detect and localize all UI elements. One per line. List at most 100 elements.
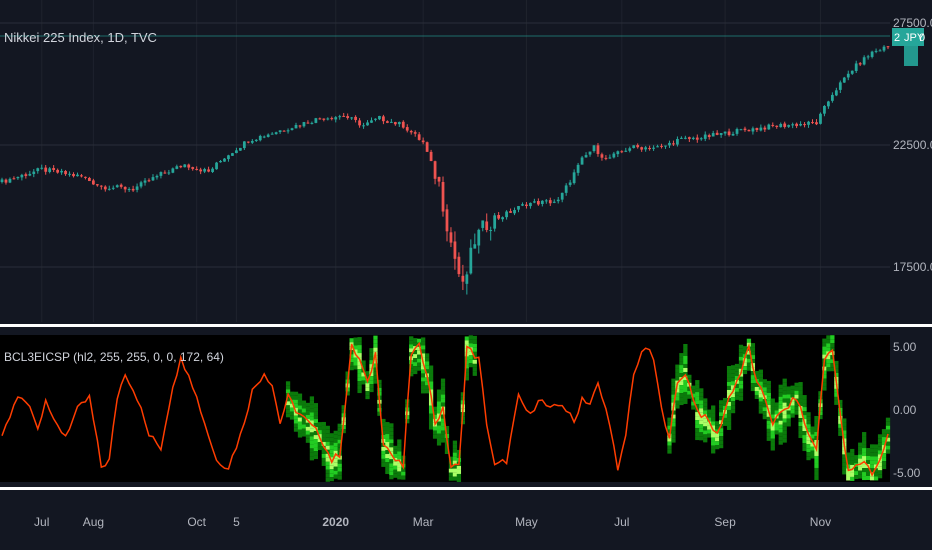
indicator-line[interactable]	[1, 341, 889, 477]
candle-body[interactable]	[338, 116, 342, 118]
candle-body[interactable]	[493, 215, 497, 229]
candle-body[interactable]	[739, 129, 743, 131]
candle-body[interactable]	[262, 136, 266, 138]
pane-separator-top[interactable]	[0, 324, 932, 327]
candle-body[interactable]	[56, 169, 60, 173]
candle-body[interactable]	[827, 101, 830, 107]
candle-body[interactable]	[211, 168, 214, 172]
candle-body[interactable]	[775, 125, 779, 127]
candle-body[interactable]	[815, 122, 818, 125]
candle-body[interactable]	[644, 147, 648, 150]
candle-body[interactable]	[219, 160, 222, 163]
candle-body[interactable]	[513, 210, 516, 214]
candle-body[interactable]	[254, 139, 258, 141]
candle-body[interactable]	[115, 185, 119, 188]
candle-body[interactable]	[763, 127, 767, 130]
candle-body[interactable]	[346, 116, 350, 118]
candle-body[interactable]	[787, 125, 791, 127]
candle-body[interactable]	[298, 125, 302, 127]
candle-body[interactable]	[501, 217, 504, 220]
candle-body[interactable]	[830, 94, 834, 101]
candle-body[interactable]	[862, 57, 866, 65]
candle-body[interactable]	[628, 148, 632, 151]
candle-body[interactable]	[437, 176, 441, 182]
candle-body[interactable]	[755, 127, 759, 131]
candle-body[interactable]	[699, 138, 703, 140]
candle-body[interactable]	[16, 176, 20, 179]
candle-body[interactable]	[425, 142, 429, 152]
candle-body[interactable]	[489, 230, 493, 232]
candle-body[interactable]	[294, 124, 298, 129]
candle-body[interactable]	[119, 184, 123, 187]
pane-separator-bottom[interactable]	[0, 487, 932, 490]
candle-body[interactable]	[107, 188, 111, 190]
candle-body[interactable]	[99, 185, 103, 187]
candle-body[interactable]	[282, 130, 286, 132]
candle-body[interactable]	[799, 124, 802, 126]
candle-body[interactable]	[521, 204, 524, 206]
candle-body[interactable]	[811, 122, 814, 124]
candle-body[interactable]	[227, 155, 230, 160]
candle-body[interactable]	[445, 209, 449, 232]
candle-body[interactable]	[429, 151, 433, 162]
candle-body[interactable]	[648, 147, 651, 150]
candle-body[interactable]	[250, 140, 254, 143]
candle-body[interactable]	[405, 127, 409, 131]
candle-body[interactable]	[850, 70, 854, 74]
candle-body[interactable]	[127, 189, 131, 191]
candle-body[interactable]	[544, 200, 548, 202]
candle-body[interactable]	[664, 145, 667, 147]
candle-body[interactable]	[687, 137, 691, 139]
candle-body[interactable]	[36, 168, 40, 172]
candle-body[interactable]	[517, 206, 520, 210]
candle-body[interactable]	[334, 117, 338, 120]
candle-body[interactable]	[382, 116, 385, 122]
candle-body[interactable]	[370, 120, 373, 123]
candle-body[interactable]	[477, 229, 481, 246]
candle-body[interactable]	[672, 143, 675, 145]
candle-body[interactable]	[592, 145, 596, 152]
candle-body[interactable]	[80, 175, 83, 177]
candle-body[interactable]	[838, 82, 842, 90]
candle-body[interactable]	[505, 211, 508, 218]
candle-body[interactable]	[803, 124, 806, 126]
candle-body[interactable]	[600, 154, 604, 158]
candle-body[interactable]	[151, 177, 155, 181]
candle-body[interactable]	[215, 162, 218, 170]
candle-body[interactable]	[91, 180, 95, 185]
candle-body[interactable]	[171, 168, 175, 173]
candle-body[interactable]	[612, 153, 616, 158]
candle-body[interactable]	[318, 118, 322, 120]
candle-body[interactable]	[703, 134, 707, 139]
candle-body[interactable]	[624, 150, 628, 152]
candle-body[interactable]	[807, 121, 810, 125]
candle-body[interactable]	[691, 137, 695, 139]
candle-body[interactable]	[866, 56, 870, 58]
candle-body[interactable]	[683, 137, 687, 139]
candle-body[interactable]	[823, 106, 826, 114]
candle-body[interactable]	[163, 172, 167, 174]
candle-body[interactable]	[60, 170, 63, 173]
candle-body[interactable]	[103, 186, 107, 190]
candle-body[interactable]	[155, 175, 159, 178]
candle-body[interactable]	[747, 129, 751, 132]
candle-body[interactable]	[278, 130, 282, 133]
candle-body[interactable]	[560, 192, 564, 200]
candle-body[interactable]	[636, 145, 640, 148]
candle-body[interactable]	[870, 51, 874, 57]
candle-body[interactable]	[620, 151, 624, 153]
candle-body[interactable]	[695, 137, 699, 140]
candle-body[interactable]	[386, 121, 389, 123]
candle-body[interactable]	[433, 161, 437, 179]
candle-body[interactable]	[417, 134, 421, 140]
candle-body[interactable]	[580, 157, 584, 165]
candle-body[interactable]	[548, 200, 552, 204]
candle-body[interactable]	[719, 133, 723, 135]
candle-body[interactable]	[842, 77, 846, 83]
candle-body[interactable]	[652, 147, 655, 149]
candle-body[interactable]	[874, 50, 878, 52]
candle-body[interactable]	[330, 118, 334, 120]
candle-body[interactable]	[711, 133, 715, 137]
candle-body[interactable]	[175, 166, 179, 169]
